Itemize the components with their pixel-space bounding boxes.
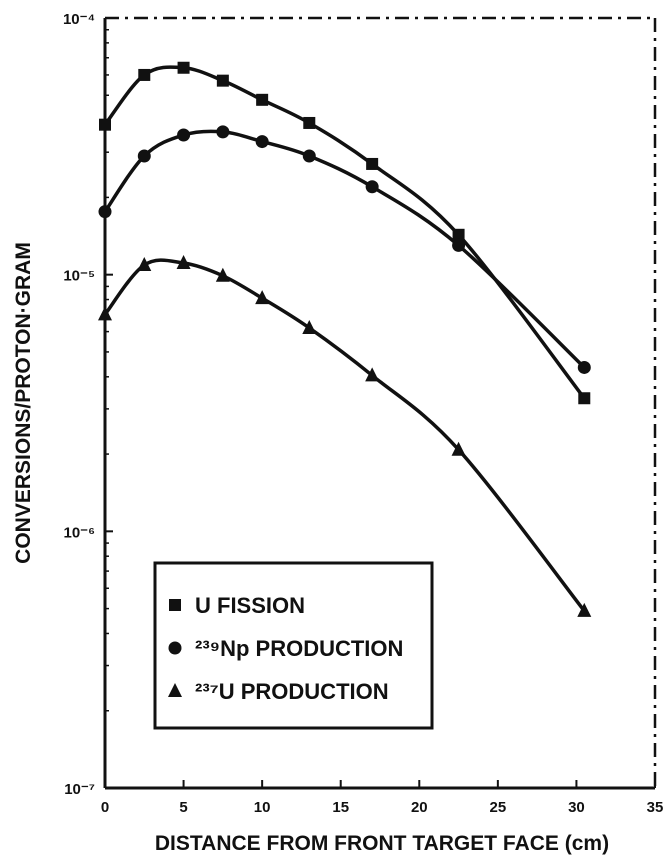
marker — [452, 238, 466, 252]
marker — [256, 93, 269, 106]
y-tick-label: 10⁻⁶ — [63, 524, 95, 541]
marker — [577, 602, 592, 617]
series-line — [103, 258, 586, 612]
marker — [255, 135, 269, 149]
y-tick-label: 10⁻⁷ — [64, 781, 95, 798]
marker — [99, 118, 111, 131]
x-tick-label: 30 — [568, 799, 585, 816]
marker — [98, 205, 112, 219]
marker — [176, 255, 191, 270]
marker — [177, 128, 191, 142]
legend-marker — [168, 641, 182, 655]
y-axis-label: CONVERSIONS/PROTON·GRAM — [12, 242, 35, 564]
marker — [302, 319, 317, 334]
x-tick-label: 35 — [647, 799, 664, 816]
marker — [302, 149, 316, 163]
x-axis-label: DISTANCE FROM FRONT TARGET FACE (cm) — [155, 832, 609, 855]
x-tick-label: 10 — [254, 799, 271, 816]
marker — [365, 367, 380, 382]
y-tick-label: 10⁻⁴ — [63, 11, 95, 28]
x-tick-label: 25 — [490, 799, 507, 816]
marker — [216, 74, 229, 87]
series-line — [103, 65, 586, 400]
legend-label: ²³⁷U PRODUCTION — [195, 679, 389, 704]
x-tick-label: 15 — [332, 799, 349, 816]
series-line — [103, 129, 586, 369]
marker — [137, 149, 151, 163]
marker — [98, 306, 112, 321]
legend-marker — [168, 683, 182, 697]
legend-label: U FISSION — [195, 593, 305, 618]
marker — [137, 257, 152, 272]
marker — [452, 228, 465, 241]
x-tick-label: 0 — [101, 799, 109, 816]
marker — [255, 290, 270, 305]
marker — [216, 125, 230, 139]
marker — [451, 441, 466, 456]
marker — [177, 61, 190, 74]
y-tick-label: 10⁻⁵ — [63, 268, 95, 285]
marker — [365, 180, 379, 194]
legend-box — [153, 561, 434, 730]
marker — [366, 157, 379, 170]
marker — [138, 68, 151, 81]
x-tick-label: 5 — [179, 799, 187, 816]
marker — [215, 267, 230, 282]
x-tick-label: 20 — [411, 799, 428, 816]
marker — [577, 360, 591, 374]
marker — [303, 116, 316, 129]
legend-label: ²³⁹Np PRODUCTION — [195, 636, 403, 661]
marker — [578, 392, 591, 405]
legend-marker — [169, 599, 181, 611]
